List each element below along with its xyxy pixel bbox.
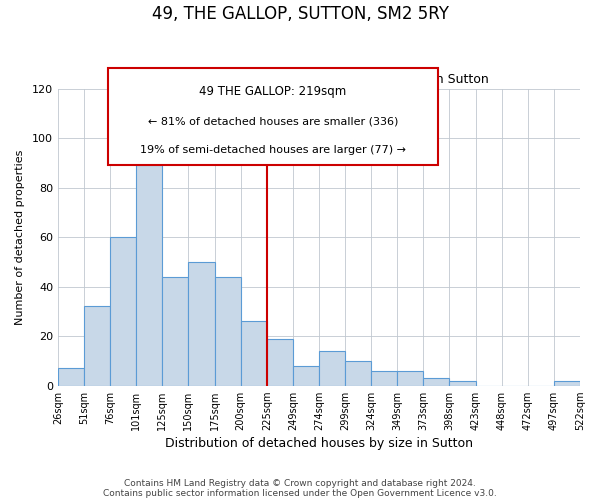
Text: 49 THE GALLOP: 219sqm: 49 THE GALLOP: 219sqm xyxy=(199,86,347,98)
X-axis label: Distribution of detached houses by size in Sutton: Distribution of detached houses by size … xyxy=(165,437,473,450)
Bar xyxy=(110,237,136,386)
Bar xyxy=(58,368,84,386)
Bar xyxy=(188,262,215,386)
Bar xyxy=(424,378,449,386)
Bar xyxy=(293,366,319,386)
Bar xyxy=(163,276,188,386)
Bar xyxy=(241,322,267,386)
Bar xyxy=(345,361,371,386)
Text: 19% of semi-detached houses are larger (77) →: 19% of semi-detached houses are larger (… xyxy=(140,146,406,156)
Y-axis label: Number of detached properties: Number of detached properties xyxy=(15,150,25,325)
Bar xyxy=(215,276,241,386)
Bar xyxy=(319,351,345,386)
Text: Contains public sector information licensed under the Open Government Licence v3: Contains public sector information licen… xyxy=(103,488,497,498)
Bar xyxy=(449,380,476,386)
Bar xyxy=(267,338,293,386)
Text: ← 81% of detached houses are smaller (336): ← 81% of detached houses are smaller (33… xyxy=(148,116,398,126)
Text: 49, THE GALLOP, SUTTON, SM2 5RY: 49, THE GALLOP, SUTTON, SM2 5RY xyxy=(151,5,449,23)
Title: Size of property relative to detached houses in Sutton: Size of property relative to detached ho… xyxy=(149,73,488,86)
Bar xyxy=(554,380,580,386)
Bar xyxy=(136,166,163,386)
Text: Contains HM Land Registry data © Crown copyright and database right 2024.: Contains HM Land Registry data © Crown c… xyxy=(124,478,476,488)
Bar xyxy=(397,371,424,386)
Bar xyxy=(84,306,110,386)
Bar xyxy=(371,371,397,386)
